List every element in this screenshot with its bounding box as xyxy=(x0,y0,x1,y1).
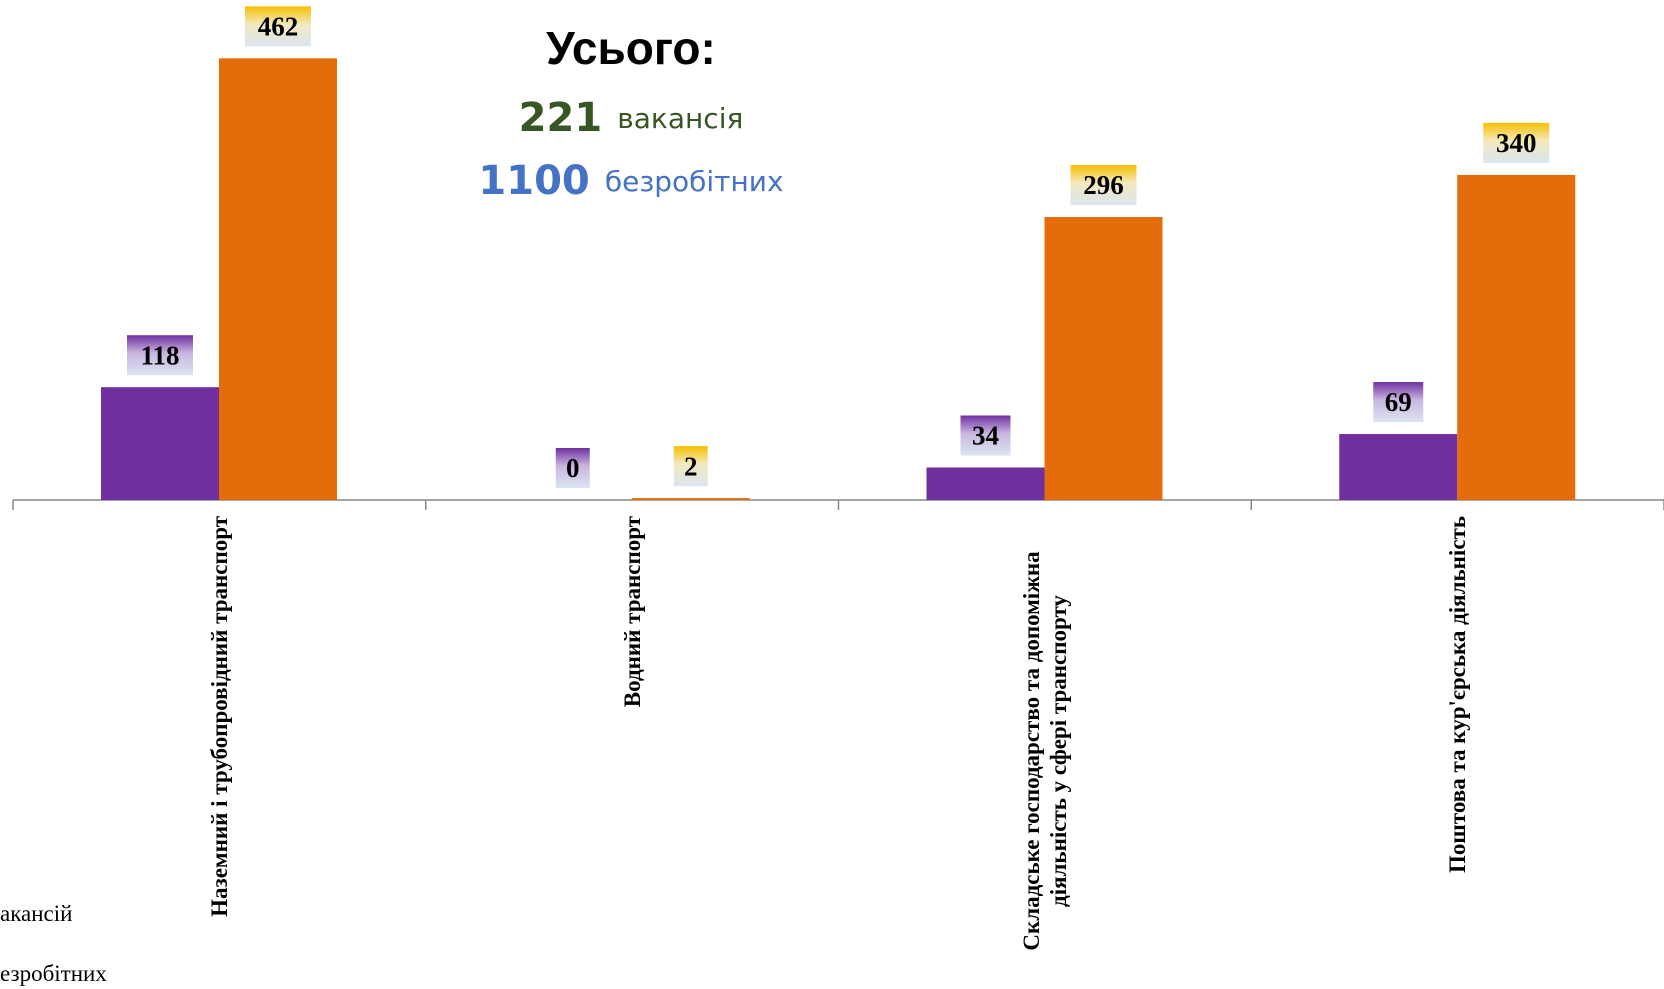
summary-unemployed: 1100 безробітних xyxy=(478,158,783,204)
x-tick-label: Наземний і трубопровідний транспорт xyxy=(206,516,232,917)
x-tick-label-box: Поштова та кур'єрська діяльність xyxy=(1402,516,1512,986)
summary-title: Усього: xyxy=(546,22,716,74)
summary-number: 1100 xyxy=(478,158,589,204)
x-tick-label: Поштова та кур'єрська діяльність xyxy=(1444,516,1470,873)
value-label-box xyxy=(960,415,1011,456)
value-label: 0 xyxy=(566,453,580,483)
summary-label: безробітних xyxy=(605,165,784,198)
value-label-box xyxy=(1373,382,1424,423)
x-tick-label-box: Складське господарство та допоміжна діял… xyxy=(990,516,1100,986)
value-label-box xyxy=(127,335,193,376)
bar xyxy=(926,467,1045,500)
x-tick-label: Водний транспорт xyxy=(619,516,645,708)
value-label-box xyxy=(673,446,708,487)
legend-label: езробітних xyxy=(0,961,107,986)
value-label: 69 xyxy=(1385,387,1412,417)
summary-vacancies: 221 вакансія xyxy=(519,95,744,141)
value-label-box xyxy=(1070,165,1137,206)
x-tick-label-box: Водний транспорт xyxy=(577,516,687,986)
legend-label: акансій xyxy=(0,901,73,926)
value-label: 2 xyxy=(684,451,698,481)
value-label: 34 xyxy=(972,421,999,451)
value-label: 340 xyxy=(1496,128,1537,158)
bar xyxy=(101,387,219,500)
summary-number: 221 xyxy=(519,95,603,141)
bar xyxy=(1339,434,1458,500)
value-label-box xyxy=(1483,122,1550,163)
value-label-box xyxy=(555,448,590,488)
bar xyxy=(219,58,337,500)
x-tick-label: Складське господарство та допоміжна діял… xyxy=(1018,551,1071,951)
value-label-box xyxy=(245,6,311,47)
summary-label: вакансія xyxy=(617,102,743,135)
bar xyxy=(1457,174,1576,500)
value-label: 296 xyxy=(1083,170,1124,200)
bar xyxy=(1044,217,1163,501)
value-label: 118 xyxy=(140,340,179,370)
x-tick-label-box: Наземний і трубопровідний транспорт xyxy=(164,516,274,986)
bar xyxy=(631,498,750,500)
value-label: 462 xyxy=(258,12,299,42)
